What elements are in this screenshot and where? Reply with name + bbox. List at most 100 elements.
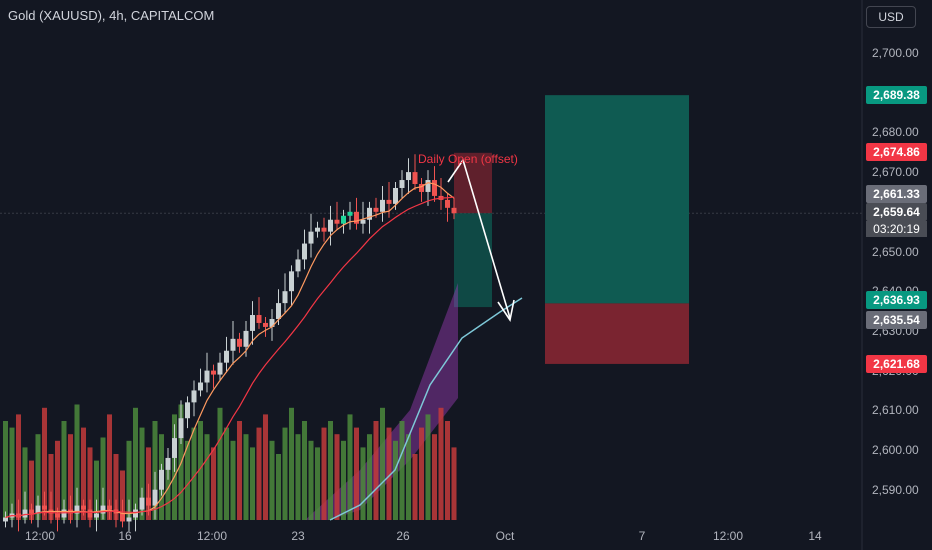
candle-body: [35, 505, 41, 514]
candle-body: [256, 315, 262, 323]
candle-body: [198, 382, 203, 391]
candle-body: [406, 172, 411, 181]
volume-bar: [334, 434, 340, 520]
candle-body: [224, 350, 229, 363]
candle-body: [120, 513, 125, 522]
x-tick-label: 12:00: [196, 529, 228, 543]
volume-bar: [120, 470, 125, 520]
price-tag: 2,661.33: [866, 185, 927, 203]
price-tag: 2,689.38: [866, 86, 927, 104]
candle-body: [29, 509, 34, 514]
candle-body: [419, 184, 424, 192]
candle-body: [211, 370, 216, 375]
candle-body: [302, 243, 307, 260]
candle-body: [263, 322, 268, 327]
candle-body: [250, 315, 255, 331]
x-tick-label: 12:00: [712, 529, 744, 543]
volume-bar: [204, 434, 210, 520]
candle-body: [191, 390, 197, 403]
volume-bar: [321, 427, 327, 520]
candle-body: [425, 180, 431, 192]
currency-button[interactable]: USD: [866, 6, 916, 28]
y-tick-label: 2,680.00: [872, 125, 919, 140]
price-tag: 2,636.93: [866, 291, 927, 309]
candle-body: [94, 513, 99, 518]
candle-body: [107, 505, 112, 510]
price-tag: 2,674.86: [866, 143, 927, 161]
y-tick-label: 2,610.00: [872, 403, 919, 418]
candle-body: [87, 509, 93, 518]
candle-body: [3, 517, 8, 522]
price-tag: 2,621.68: [866, 355, 927, 373]
x-tick-label: 7: [638, 529, 646, 543]
candle-body: [380, 199, 385, 212]
volume-bar: [94, 460, 99, 520]
candle-body: [451, 207, 457, 214]
candle-body: [185, 402, 190, 419]
volume-bar: [55, 440, 60, 520]
ma-slow-line: [5, 196, 455, 519]
candle-body: [61, 509, 67, 518]
symbol-title[interactable]: Gold (XAUUSD), 4h, CAPITALCOM: [8, 8, 215, 23]
candle-body: [243, 330, 249, 347]
candle-body: [373, 207, 379, 212]
volume-bar: [81, 427, 86, 520]
volume-bar: [328, 421, 333, 520]
candle-body: [217, 362, 223, 375]
volume-bar: [269, 440, 275, 520]
volume-bar: [302, 421, 307, 520]
volume-bar: [185, 440, 190, 520]
candle-body: [269, 318, 275, 327]
candle-body: [276, 303, 281, 319]
x-tick-label: 16: [118, 529, 132, 543]
volume-bar: [354, 427, 359, 520]
candle-body: [289, 271, 294, 292]
stop-zone: [545, 303, 689, 364]
volume-bar: [191, 427, 197, 520]
candle-body: [347, 211, 353, 216]
volume-bar: [139, 427, 145, 520]
projection-arrow: [447, 158, 511, 319]
volume-bar: [425, 414, 431, 520]
x-tick-label: Oct: [495, 529, 515, 543]
candle-body: [152, 489, 158, 506]
candle-body: [386, 199, 392, 204]
candle-body: [315, 227, 320, 232]
volume-bar: [16, 414, 21, 520]
volume-bar: [224, 427, 229, 520]
volume-bar: [243, 434, 249, 520]
candle-body: [204, 370, 210, 383]
price-tag: 2,635.54: [866, 311, 927, 329]
volume-bar: [237, 421, 242, 520]
volume-bar: [289, 407, 294, 520]
candle-body: [159, 469, 164, 490]
candle-body: [341, 215, 346, 224]
candle-body: [334, 219, 340, 224]
candle-body: [295, 259, 301, 272]
volume-bar: [347, 414, 353, 520]
ma-long-line: [329, 297, 523, 521]
volume-bar: [406, 434, 411, 520]
candle-body: [178, 418, 184, 439]
volume-bar: [308, 440, 314, 520]
volume-bar: [9, 427, 15, 520]
y-tick-label: 2,590.00: [872, 482, 919, 497]
volume-bar: [126, 440, 132, 520]
volume-bar: [165, 460, 171, 520]
volume-bar: [393, 440, 398, 520]
daily-open-label: Daily Open (offset): [418, 152, 518, 166]
arrow-head: [497, 299, 515, 323]
candle-body: [354, 211, 359, 224]
candle-body: [282, 291, 288, 304]
volume-bar: [276, 454, 281, 520]
volume-bar: [412, 454, 418, 520]
volume-bar: [146, 447, 151, 520]
volume-bar: [438, 407, 444, 520]
volume-bar: [256, 427, 262, 520]
candle-body: [308, 231, 314, 244]
x-tick-label: 14: [808, 529, 822, 543]
y-tick-label: 2,670.00: [872, 165, 919, 180]
candle-body: [412, 172, 418, 185]
x-tick-label: 12:00: [24, 529, 56, 543]
